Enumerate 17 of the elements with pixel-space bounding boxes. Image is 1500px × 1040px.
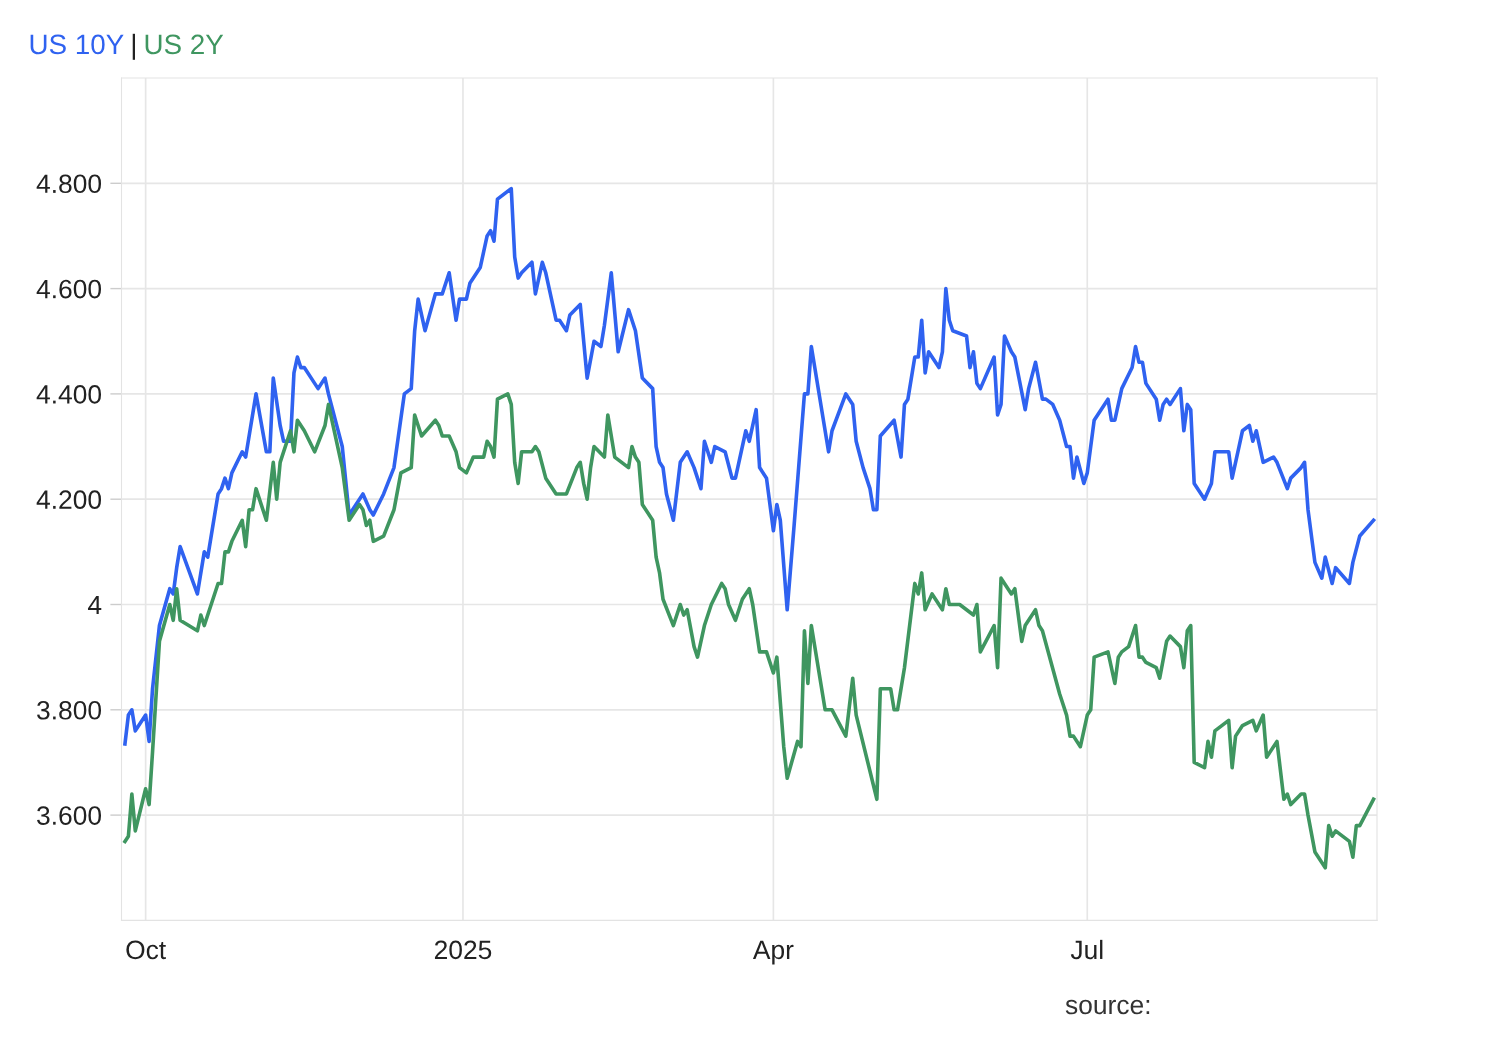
y-tick-label: 4.600 xyxy=(36,279,102,299)
y-tick-label: 4 xyxy=(87,595,102,615)
y-tick-label: 4.400 xyxy=(36,385,102,404)
y-tick-label: 3.600 xyxy=(37,806,102,825)
y-tick-label: 4.800 xyxy=(36,174,102,194)
x-tick-label: Apr xyxy=(752,940,794,965)
source-note: source: xyxy=(1065,999,1150,1015)
x-tick-label: Jul xyxy=(1070,939,1103,960)
text: US 2Y xyxy=(145,34,224,55)
x-tick-label: Oct xyxy=(126,940,166,960)
line-series xyxy=(123,392,1376,870)
text: US 10Y xyxy=(30,34,124,55)
y-tick-label: 4.200 xyxy=(36,490,102,510)
x-tick-label: 2025 xyxy=(434,940,492,960)
y-tick-label: 3.800 xyxy=(37,700,102,720)
line-series xyxy=(123,186,1376,746)
chart-title: | xyxy=(132,33,135,60)
